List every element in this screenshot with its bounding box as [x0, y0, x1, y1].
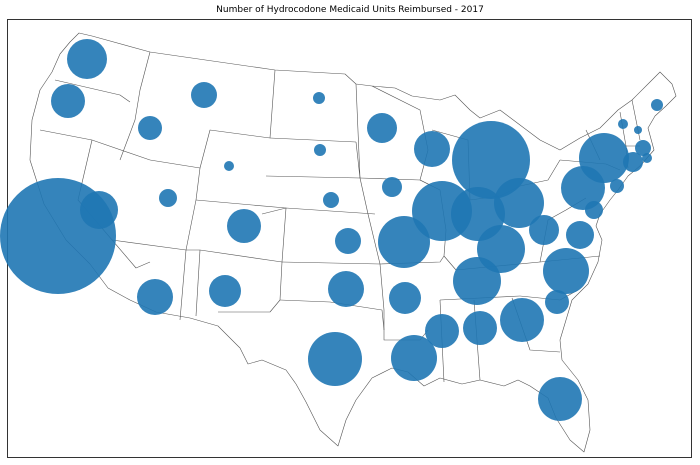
bubble-nh: [634, 126, 642, 134]
bubble-ny: [579, 133, 629, 183]
bubble-nj: [610, 179, 624, 193]
bubble-ne: [323, 192, 339, 208]
bubble-nc: [543, 248, 589, 294]
bubble-ms: [425, 314, 459, 348]
bubble-nm: [209, 275, 241, 307]
bubble-layer: [0, 39, 663, 421]
bubble-tx: [308, 332, 362, 386]
bubble-mo: [378, 216, 430, 268]
bubble-nd: [313, 92, 325, 104]
bubble-mt: [191, 82, 217, 108]
bubble-co: [227, 209, 261, 243]
bubble-me: [651, 99, 663, 111]
bubble-md: [585, 201, 603, 219]
bubble-ar: [389, 282, 421, 314]
bubble-al: [463, 311, 497, 345]
bubble-wy: [224, 161, 234, 171]
bubble-wa: [67, 39, 107, 79]
bubble-ga: [500, 298, 544, 342]
bubble-wv: [529, 215, 559, 245]
bubble-fl: [538, 377, 582, 421]
bubble-sd: [314, 144, 326, 156]
bubble-ut: [159, 189, 177, 207]
bubble-az: [137, 279, 173, 315]
bubble-ri: [642, 153, 652, 163]
bubble-oh: [494, 178, 544, 228]
bubble-tn: [453, 257, 501, 305]
bubble-mn: [367, 113, 397, 143]
bubble-ks: [335, 228, 361, 254]
bubble-sc: [545, 290, 569, 314]
bubble-vt: [618, 119, 628, 129]
bubble-wi: [414, 131, 450, 167]
bubble-la: [391, 335, 437, 381]
bubble-va: [566, 221, 594, 249]
bubble-id: [138, 116, 162, 140]
bubble-ia: [382, 177, 402, 197]
bubble-nv: [80, 191, 118, 229]
bubble-ct: [623, 152, 643, 172]
bubble-ma: [635, 140, 651, 156]
bubble-or: [51, 84, 85, 118]
chart-title: Number of Hydrocodone Medicaid Units Rei…: [216, 5, 484, 15]
bubble-ok: [328, 271, 364, 307]
